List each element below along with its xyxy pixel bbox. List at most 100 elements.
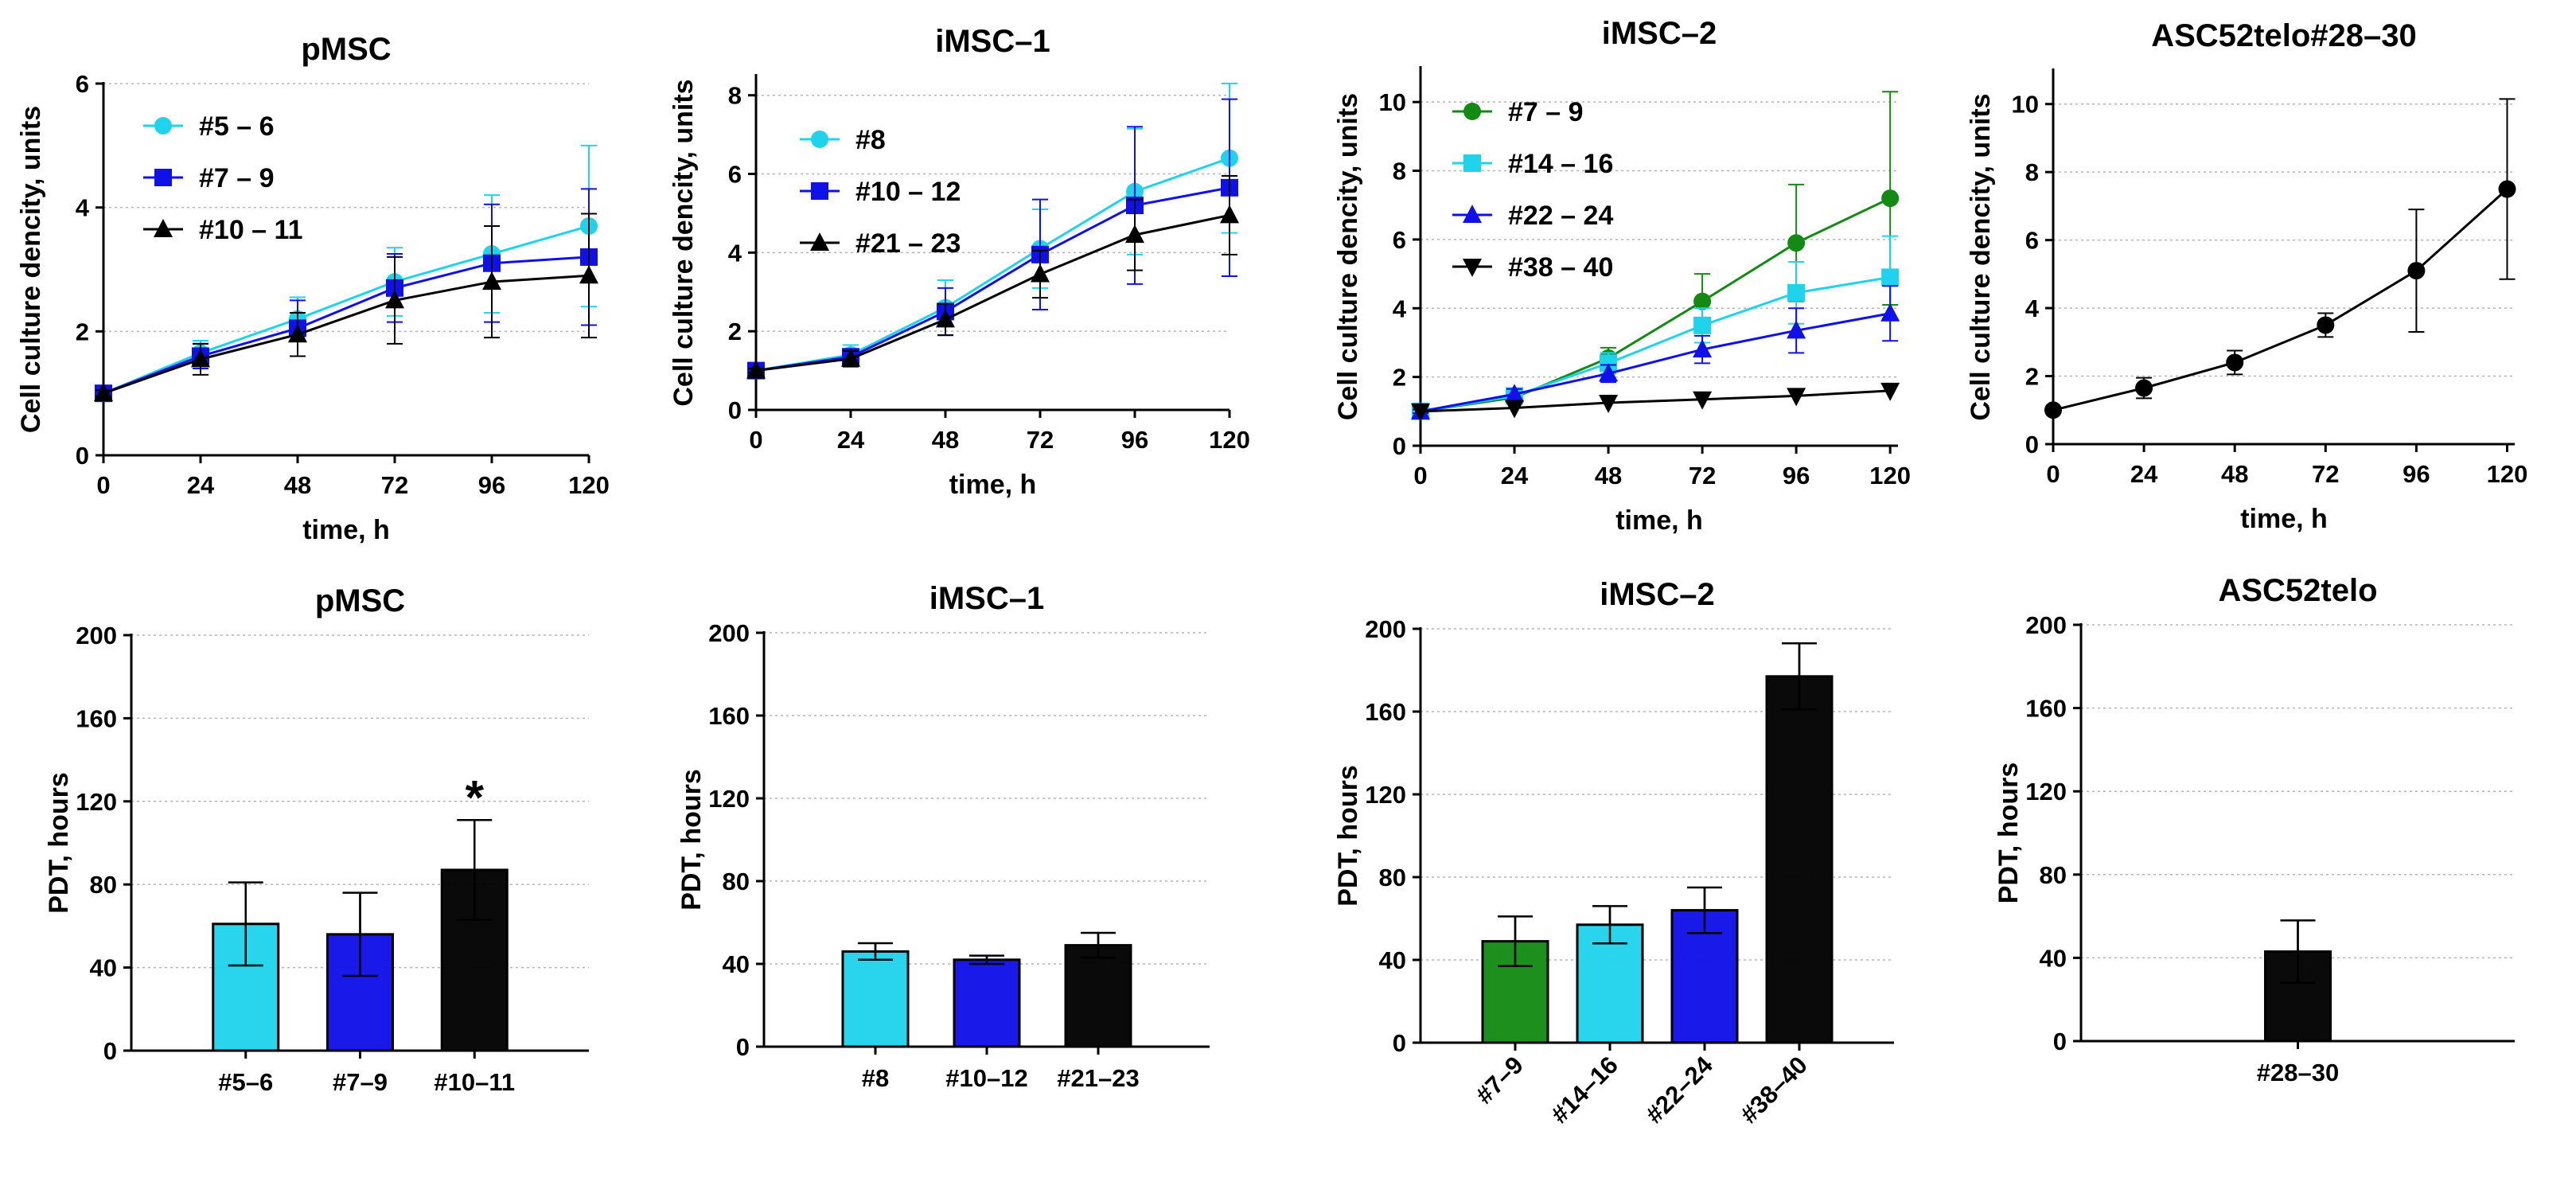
legend-entry: #7 – 9	[143, 163, 275, 193]
legend-label: #14 – 16	[1508, 149, 1613, 179]
bar	[953, 958, 1021, 1048]
y-tick-label: 8	[2025, 158, 2039, 186]
legend-marker	[1463, 259, 1482, 277]
x-axis-label: time, h	[302, 515, 390, 545]
series-line	[2052, 188, 2508, 412]
y-tick-label: 2	[1393, 364, 1406, 392]
series	[1411, 285, 1900, 419]
data-point	[1693, 292, 1712, 310]
y-tick-label: 160	[708, 702, 750, 730]
y-tick-label: 4	[1393, 294, 1407, 322]
legend-entry: #21 – 23	[800, 228, 961, 259]
x-tick-label: #14–16	[1545, 1051, 1623, 1129]
x-tick-label: #5–6	[218, 1068, 273, 1096]
y-axis-label: Cell culture dencity, units	[1333, 93, 1363, 420]
data-point	[1599, 395, 1619, 414]
y-tick-label: 8	[728, 82, 742, 110]
y-tick-label: 6	[1393, 226, 1406, 254]
chart-title: iMSC–1	[929, 581, 1045, 616]
data-point	[1505, 384, 1525, 403]
legend-marker	[810, 232, 829, 251]
y-tick-label: 120	[1365, 781, 1406, 809]
legend-entry: #10 – 12	[800, 177, 961, 207]
x-tick-label: 72	[1027, 426, 1054, 454]
significance-marker: *	[466, 770, 485, 824]
x-tick-label: 48	[284, 471, 311, 499]
y-tick-label: 0	[76, 442, 89, 470]
y-tick-label: 4	[2025, 294, 2040, 322]
legend-label: #7 – 9	[1508, 97, 1584, 127]
legend-marker	[811, 182, 828, 200]
y-tick-label: 8	[1393, 158, 1406, 185]
chart-title: pMSC	[301, 32, 391, 67]
legend-marker	[154, 117, 172, 135]
data-point	[1220, 205, 1239, 224]
x-tick-label: #38–40	[1735, 1051, 1813, 1129]
y-tick-label: 160	[2025, 695, 2067, 723]
x-tick-label: #7–9	[333, 1068, 388, 1096]
y-tick-label: 4	[76, 194, 90, 222]
data-point	[1031, 263, 1050, 283]
x-tick-label: 0	[749, 426, 762, 454]
data-point	[1693, 391, 1713, 410]
series-line	[103, 224, 590, 395]
y-tick-label: 200	[1365, 615, 1406, 643]
chart-barB: 0 40 80 120 160 200 iMSC–1 PDT, hours #8 #10–12 #2…	[676, 581, 1210, 1092]
y-tick-label: 6	[728, 161, 742, 189]
y-tick-label: 80	[723, 868, 750, 895]
y-tick-label: 200	[2025, 611, 2067, 639]
series-line	[755, 213, 1230, 373]
data-point	[936, 309, 955, 328]
series-line	[103, 255, 590, 395]
legend-marker	[811, 131, 828, 148]
y-tick-label: 6	[76, 70, 89, 98]
y-tick-label: 0	[736, 1033, 750, 1061]
series	[2044, 98, 2516, 419]
data-point	[1787, 320, 1806, 339]
x-tick-label: 120	[1869, 462, 1911, 490]
legend-entry: #10 – 11	[143, 215, 302, 245]
y-axis-label: Cell culture dencity, units	[1966, 93, 1996, 420]
x-tick-label: #22–24	[1640, 1051, 1718, 1129]
chart-barA: 0 40 80 120 160 200 pMSC PDT, hours #5–6 #7–9 #10–…	[44, 583, 589, 1096]
data-point	[1125, 224, 1144, 244]
chart-title: ASC52telo	[2218, 573, 2377, 608]
data-point	[1880, 382, 1900, 401]
legend-label: #7 – 9	[199, 163, 275, 193]
x-tick-label: 24	[2130, 460, 2158, 488]
y-tick-label: 120	[76, 788, 117, 816]
data-point	[841, 348, 860, 367]
series-line	[1420, 312, 1891, 413]
bar	[1576, 923, 1644, 1044]
x-tick-label: #7–9	[1470, 1051, 1529, 1110]
x-tick-label: #10–11	[434, 1068, 515, 1096]
y-tick-label: 0	[728, 396, 742, 424]
x-tick-label: 24	[837, 426, 865, 454]
legend-marker	[1463, 154, 1481, 172]
data-point	[2226, 353, 2244, 372]
data-point	[1599, 363, 1619, 382]
legend-entry: #22 – 24	[1452, 201, 1613, 231]
data-point	[2498, 180, 2516, 198]
series-line	[1420, 275, 1891, 413]
legend-label: #10 – 12	[855, 177, 961, 207]
series	[94, 213, 598, 402]
legend-entry: #38 – 40	[1452, 252, 1613, 283]
data-point	[1693, 316, 1712, 334]
x-axis-label: time, h	[2240, 504, 2328, 534]
legend-marker	[154, 219, 173, 237]
x-tick-label: 48	[2221, 460, 2248, 488]
y-tick-label: 80	[2040, 861, 2067, 889]
data-point	[2135, 379, 2153, 397]
legend-label: #8	[855, 125, 886, 155]
x-tick-label: 24	[1501, 462, 1529, 490]
legend-entry: #5 – 6	[143, 111, 275, 142]
x-tick-label: 24	[187, 471, 215, 499]
y-tick-label: 200	[76, 622, 117, 649]
x-tick-label: 120	[1209, 426, 1250, 454]
y-tick-label: 40	[2040, 944, 2067, 972]
y-tick-label: 2	[728, 318, 742, 345]
